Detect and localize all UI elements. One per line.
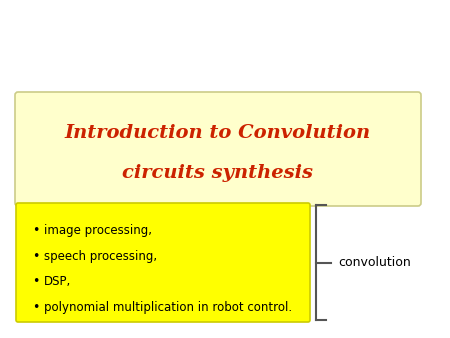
Text: Introduction to Convolution: Introduction to Convolution [65, 124, 371, 142]
Text: •: • [32, 249, 40, 263]
Text: •: • [32, 224, 40, 237]
Text: image processing,: image processing, [44, 224, 152, 237]
Text: DSP,: DSP, [44, 275, 71, 288]
Text: convolution: convolution [338, 256, 411, 269]
Text: •: • [32, 275, 40, 288]
Text: speech processing,: speech processing, [44, 249, 157, 263]
FancyBboxPatch shape [15, 92, 421, 206]
Text: circuits synthesis: circuits synthesis [122, 164, 314, 182]
Text: •: • [32, 301, 40, 314]
FancyBboxPatch shape [16, 203, 310, 322]
Text: polynomial multiplication in robot control.: polynomial multiplication in robot contr… [44, 301, 292, 314]
